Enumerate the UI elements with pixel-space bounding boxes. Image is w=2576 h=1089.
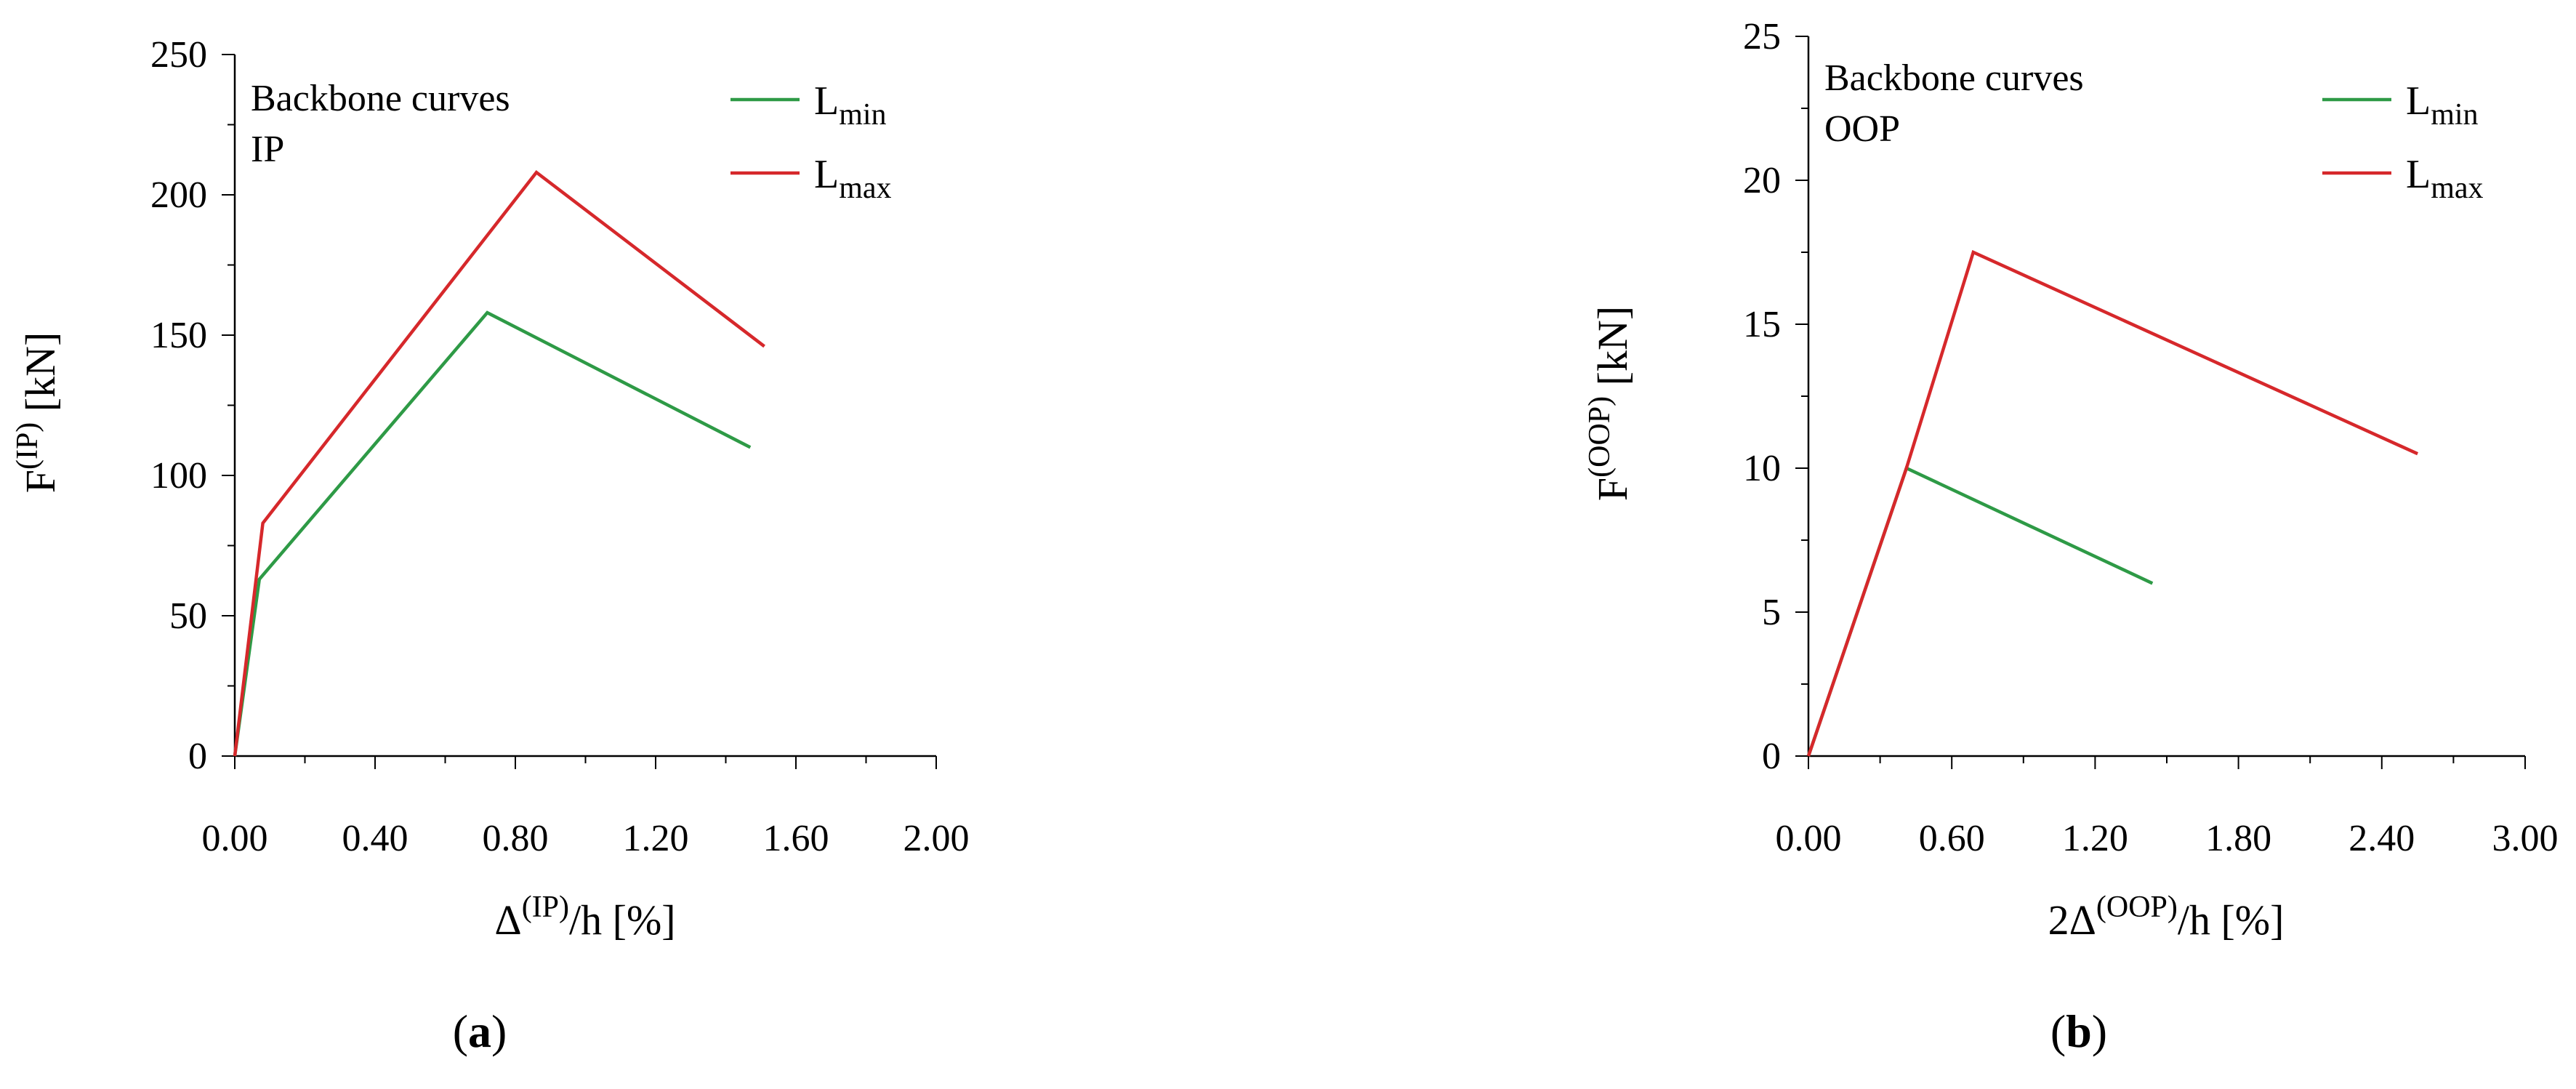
legend-label-subscript: min bbox=[839, 98, 886, 132]
x-tick-label: 1.80 bbox=[2205, 818, 2271, 859]
y-tick-label: 15 bbox=[1743, 304, 1781, 345]
panel-annotation: OOP bbox=[1824, 108, 1900, 150]
y-tick-label: 50 bbox=[169, 595, 207, 637]
x-axis-title-main: Δ bbox=[494, 896, 521, 944]
legend-label: Lmin bbox=[814, 79, 887, 132]
y-tick-label: 250 bbox=[150, 34, 207, 76]
x-axis-title-main: 2Δ bbox=[2048, 896, 2096, 944]
x-tick-label: 0.60 bbox=[1919, 818, 1985, 859]
x-tick-label: 0.40 bbox=[342, 818, 408, 859]
x-axis-title-superscript: (IP) bbox=[522, 891, 569, 924]
x-tick-label: 0.00 bbox=[1776, 818, 1842, 859]
legend-label-subscript: max bbox=[2431, 172, 2483, 205]
caption-paren-open: ( bbox=[453, 1005, 468, 1057]
x-tick-label: 0.00 bbox=[202, 818, 268, 859]
y-tick-label: 5 bbox=[1762, 592, 1781, 633]
panel-caption: (a) bbox=[453, 1005, 507, 1057]
panel-caption: (b) bbox=[2050, 1005, 2107, 1057]
y-axis-title-suffix: [kN] bbox=[17, 332, 64, 422]
y-tick-label: 20 bbox=[1743, 160, 1781, 201]
y-tick-label: 150 bbox=[150, 315, 207, 356]
y-tick-label: 0 bbox=[188, 736, 207, 777]
x-axis-title: Δ(IP)/h [%] bbox=[494, 891, 675, 944]
x-tick-label: 3.00 bbox=[2492, 818, 2559, 859]
x-axis-title-suffix: /h [%] bbox=[2178, 896, 2285, 944]
legend-label: Lmax bbox=[814, 152, 892, 205]
legend-label-main: L bbox=[814, 152, 839, 197]
caption-paren-open: ( bbox=[2050, 1005, 2066, 1057]
legend-label-main: L bbox=[2406, 152, 2431, 197]
x-axis-title: 2Δ(OOP)/h [%] bbox=[2048, 891, 2285, 944]
x-tick-label: 1.60 bbox=[763, 818, 829, 859]
y-axis-title-superscript: (OOP) bbox=[1583, 396, 1617, 478]
y-axis-title: F(IP) [kN] bbox=[11, 332, 64, 494]
series-line-L-max bbox=[233, 169, 765, 757]
caption-paren-close: ) bbox=[2092, 1005, 2107, 1057]
legend-label-subscript: min bbox=[2431, 98, 2478, 132]
legend-label: Lmax bbox=[2406, 152, 2484, 205]
y-axis-title-main: F bbox=[1589, 478, 1636, 501]
x-tick-label: 1.20 bbox=[623, 818, 689, 859]
y-tick-label: 0 bbox=[1762, 736, 1781, 777]
caption-letter: b bbox=[2066, 1005, 2092, 1057]
y-axis-title-suffix: [kN] bbox=[1589, 306, 1636, 396]
y-tick-label: 100 bbox=[150, 455, 207, 497]
caption-letter: a bbox=[468, 1005, 491, 1057]
y-axis-title: F(OOP) [kN] bbox=[1583, 306, 1636, 501]
legend-label-subscript: max bbox=[839, 172, 891, 205]
legend-label: Lmin bbox=[2406, 79, 2479, 132]
y-tick-label: 10 bbox=[1743, 448, 1781, 489]
series-line-L-min bbox=[233, 310, 752, 757]
chart-panel-a: 0.00 0.40 0.80 1.20 1.60 2.00 0 50 100 150 200 250 B… bbox=[11, 34, 970, 1057]
panel-annotation: Backbone curves bbox=[1824, 57, 2084, 99]
y-axis-title-superscript: (IP) bbox=[11, 422, 44, 470]
y-tick-label: 200 bbox=[150, 174, 207, 216]
panel-annotation: Backbone curves bbox=[251, 78, 510, 119]
series-line-L-min bbox=[1806, 465, 2154, 757]
x-axis-title-superscript: (OOP) bbox=[2096, 891, 2178, 924]
caption-paren-close: ) bbox=[491, 1005, 507, 1057]
x-tick-label: 0.80 bbox=[483, 818, 549, 859]
y-axis-title-main: F bbox=[17, 470, 64, 493]
legend-label-main: L bbox=[2406, 79, 2431, 124]
x-tick-label: 1.20 bbox=[2062, 818, 2128, 859]
x-axis-title-suffix: /h [%] bbox=[569, 896, 676, 944]
x-tick-label: 2.40 bbox=[2348, 818, 2415, 859]
panel-annotation: IP bbox=[251, 129, 284, 170]
series-line-L-max bbox=[1806, 249, 2419, 757]
chart-panel-b: 0.00 0.60 1.20 1.80 2.40 3.00 0 5 10 15 20 25 Backbo… bbox=[1583, 16, 2559, 1057]
x-tick-label: 2.00 bbox=[903, 818, 970, 859]
legend-label-main: L bbox=[814, 79, 839, 124]
y-tick-label: 25 bbox=[1743, 16, 1781, 57]
